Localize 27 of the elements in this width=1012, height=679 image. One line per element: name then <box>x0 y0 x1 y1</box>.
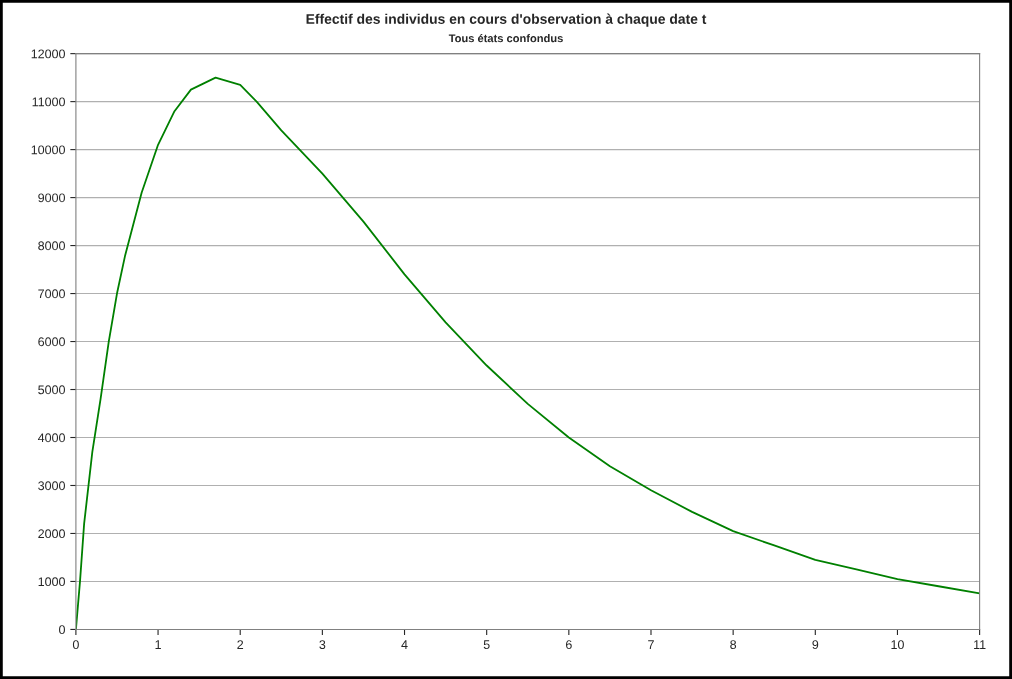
x-tick-label: 1 <box>155 640 161 649</box>
y-tick-label: 9000 <box>38 193 65 203</box>
y-tick-label: 3000 <box>38 481 65 491</box>
y-tick-label: 11000 <box>32 97 65 107</box>
chart-title: Effectif des individus en cours d'observation à chaque date t <box>306 13 707 27</box>
x-tick-label: 4 <box>401 640 408 649</box>
x-tick-label: 0 <box>72 640 79 650</box>
y-tick-label: 5000 <box>38 385 65 395</box>
y-tick-label: 6000 <box>38 337 65 347</box>
y-tick-label: 7000 <box>38 289 65 299</box>
x-tick-label: 10 <box>891 640 904 650</box>
x-tick-label: 11 <box>974 640 986 649</box>
y-tick-label: 2000 <box>38 529 65 539</box>
y-tick-label: 0 <box>59 625 65 635</box>
x-tick-label: 2 <box>237 640 244 649</box>
y-tick-label: 8000 <box>38 241 65 251</box>
chart-subtitle: Tous états confondus <box>448 33 563 43</box>
x-tick-label: 9 <box>812 640 819 650</box>
x-tick-label: 7 <box>648 640 654 649</box>
x-tick-label: 8 <box>730 640 737 650</box>
x-tick-label: 3 <box>319 640 326 650</box>
x-tick-label: 5 <box>483 640 490 650</box>
x-tick-label: 6 <box>566 640 572 650</box>
y-tick-label: 1000 <box>38 577 65 587</box>
y-tick-label: 4000 <box>37 433 65 443</box>
y-tick-label: 12000 <box>31 49 65 59</box>
y-tick-label: 10000 <box>31 145 65 155</box>
